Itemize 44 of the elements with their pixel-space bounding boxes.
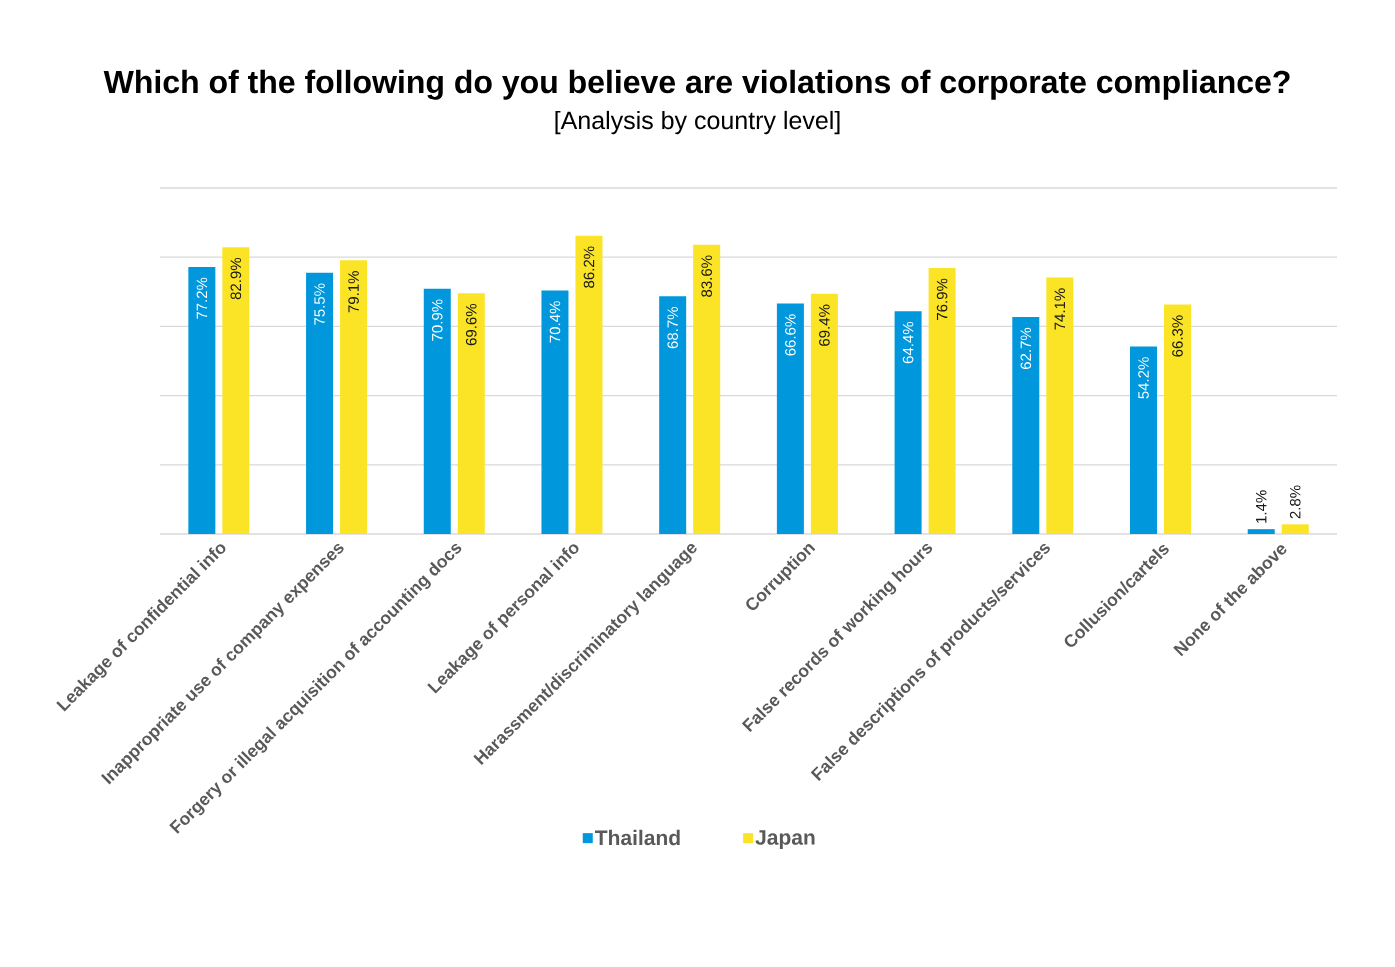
legend-label: Thailand bbox=[595, 829, 680, 846]
legend-label: Japan bbox=[755, 830, 815, 849]
bar bbox=[693, 244, 721, 534]
bar bbox=[340, 260, 368, 534]
bar bbox=[810, 293, 838, 534]
bar bbox=[1130, 346, 1158, 534]
data-label: 77.2% bbox=[196, 277, 208, 319]
bar bbox=[457, 293, 485, 534]
bar bbox=[423, 288, 451, 534]
chart-title: Which of the following do you believe are violations of corporate compliance? bbox=[103, 69, 1290, 100]
data-label: 83.6% bbox=[701, 255, 712, 297]
data-label: 66.6% bbox=[785, 314, 796, 356]
data-label: 70.9% bbox=[431, 299, 443, 341]
data-label: 68.7% bbox=[667, 307, 678, 349]
data-label: 86.2% bbox=[583, 246, 595, 288]
data-label: 79.1% bbox=[348, 271, 359, 313]
data-label: 82.9% bbox=[230, 257, 242, 300]
data-label: 64.4% bbox=[902, 321, 914, 364]
bar bbox=[1046, 277, 1074, 534]
bar bbox=[1164, 304, 1192, 534]
bar bbox=[575, 235, 603, 534]
bar bbox=[928, 267, 956, 534]
data-label: 1.4% bbox=[1255, 490, 1267, 523]
data-label: 75.5% bbox=[314, 283, 325, 325]
bar bbox=[188, 266, 216, 534]
bar bbox=[222, 247, 250, 534]
data-label: 54.2% bbox=[1138, 357, 1149, 399]
data-label: 70.4% bbox=[549, 301, 561, 343]
bar bbox=[659, 296, 687, 534]
data-label: 69.6% bbox=[465, 303, 477, 346]
data-label: 69.4% bbox=[819, 304, 830, 346]
bar bbox=[1247, 529, 1275, 534]
bar bbox=[1012, 317, 1040, 534]
data-label: 2.8% bbox=[1289, 485, 1301, 519]
data-label: 66.3% bbox=[1172, 315, 1183, 357]
bar bbox=[776, 303, 804, 534]
data-label: 62.7% bbox=[1020, 327, 1032, 370]
data-label: 76.9% bbox=[936, 278, 948, 320]
bar bbox=[1281, 524, 1309, 534]
chart-subtitle: [Analysis by country level] bbox=[555, 110, 840, 135]
bar bbox=[306, 272, 334, 534]
bar bbox=[541, 290, 569, 534]
bar bbox=[894, 311, 922, 534]
data-label: 74.1% bbox=[1054, 288, 1066, 330]
